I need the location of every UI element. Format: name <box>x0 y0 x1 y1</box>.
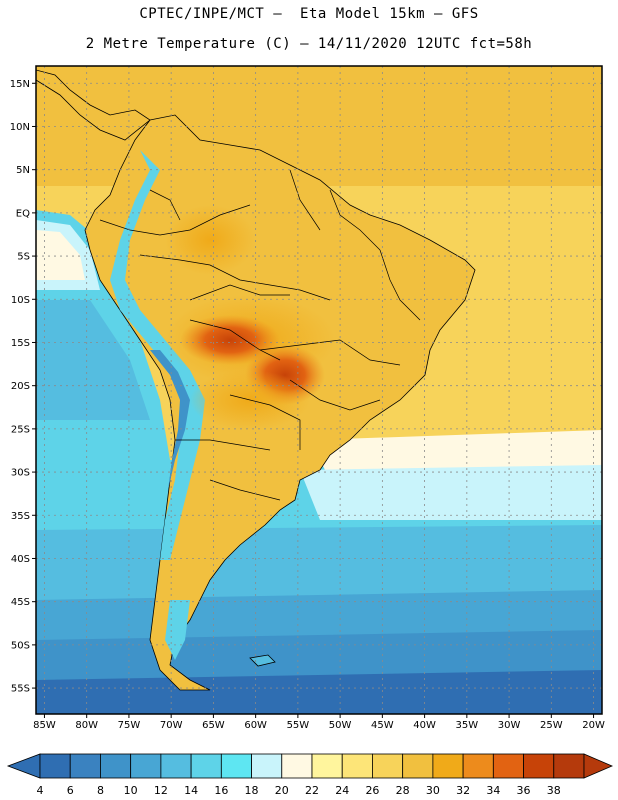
colorbar-label: 36 <box>517 784 531 797</box>
lat-tick-label: 5S <box>17 252 30 263</box>
lon-tick-label: 60W <box>244 720 267 731</box>
lat-tick-label: 20S <box>11 381 30 392</box>
colorbar-swatch <box>462 753 494 779</box>
lon-tick-label: 25W <box>540 720 563 731</box>
lon-tick-label: 35W <box>456 720 479 731</box>
lon-tick-label: 30W <box>498 720 521 731</box>
colorbar-label: 26 <box>365 784 379 797</box>
colorbar-swatch <box>281 753 313 779</box>
colorbar-label: 12 <box>154 784 168 797</box>
colorbar-label: 6 <box>67 784 74 797</box>
colorbar-label: 28 <box>396 784 410 797</box>
patagonia-cool <box>165 600 190 660</box>
lat-tick-label: 50S <box>11 640 30 651</box>
colorbar-label: 14 <box>184 784 198 797</box>
colorbar-label: 10 <box>124 784 138 797</box>
falkland-islands <box>249 654 276 667</box>
lat-tick-label: 55S <box>11 684 30 695</box>
lat-tick-label: 10S <box>11 295 30 306</box>
lon-tick-label: 70W <box>160 720 183 731</box>
ocean-band-pacific-mid <box>36 300 150 420</box>
colorbar-swatch <box>160 753 192 779</box>
colorbar-label: 30 <box>426 784 440 797</box>
colorbar-swatch <box>432 753 464 779</box>
colorbar-swatch <box>190 753 222 779</box>
andes-cold-core <box>150 350 190 490</box>
lon-tick-label: 75W <box>118 720 141 731</box>
colorbar-label: 20 <box>275 784 289 797</box>
colorbar-swatch <box>523 753 555 779</box>
colorbar-swatch <box>341 753 373 779</box>
map-field <box>36 66 602 714</box>
lat-tick-label: 35S <box>11 511 30 522</box>
colorbar-swatch <box>220 753 252 779</box>
lon-tick-label: 20W <box>582 720 605 731</box>
colorbar-swatch <box>69 753 101 779</box>
lon-tick-label: 65W <box>202 720 225 731</box>
colorbar: 4 6 8 10 12 14 16 18 20 22 24 26 28 30 32 34 36 38 <box>6 753 614 797</box>
colorbar-label: 8 <box>97 784 104 797</box>
colorbar-label: 18 <box>245 784 259 797</box>
lon-tick-label: 45W <box>371 720 394 731</box>
colorbar-label: 34 <box>486 784 500 797</box>
colorbar-swatch <box>553 753 585 779</box>
lat-tick-label: 15S <box>11 338 30 349</box>
ocean-band-pacific-warm <box>36 230 85 280</box>
colorbar-swatch <box>372 753 404 779</box>
lon-tick-label: 40W <box>413 720 436 731</box>
colorbar-swatch <box>100 753 132 779</box>
lat-tick-label: 10N <box>10 122 30 133</box>
colorbar-label: 4 <box>37 784 44 797</box>
colorbar-label: 22 <box>305 784 319 797</box>
colorbar-swatch <box>130 753 162 779</box>
map-title: CPTEC/INPE/MCT – Eta Model 15km – GFS <box>139 6 479 22</box>
colorbar-swatch <box>39 753 71 779</box>
longitude-tick-labels: 85W 80W 75W 70W 65W 60W 55W 50W 45W 40W 35W 30W 25W 2… <box>33 714 605 731</box>
map-frame <box>35 65 603 715</box>
latitude-tick-labels: 15N 10N 5N EQ 5S 10S 15S 20S 25S 30S 35S 40S 45S 50S 5… <box>10 79 36 695</box>
lat-tick-label: EQ <box>16 208 30 219</box>
lon-tick-label: 55W <box>287 720 310 731</box>
lon-tick-label: 50W <box>329 720 352 731</box>
colorbar-label: 16 <box>214 784 228 797</box>
lat-lon-grid <box>36 66 602 714</box>
lat-tick-label: 15N <box>10 79 30 90</box>
colorbar-label: 24 <box>335 784 349 797</box>
colorbar-swatch <box>251 753 283 779</box>
lon-tick-label: 85W <box>33 720 56 731</box>
colorbar-label: 38 <box>547 784 561 797</box>
country-borders <box>99 169 421 501</box>
lat-tick-label: 30S <box>11 468 30 479</box>
lon-tick-label: 80W <box>75 720 98 731</box>
colorbar-arrow-right <box>583 753 614 779</box>
colorbar-swatch <box>311 753 343 779</box>
lat-tick-label: 40S <box>11 554 30 565</box>
colorbar-arrow-left <box>6 753 41 779</box>
hot-region-bolivia <box>180 315 280 365</box>
colorbar-label: 32 <box>456 784 470 797</box>
warm-region-amazon <box>165 205 255 275</box>
lat-tick-label: 5N <box>16 165 30 176</box>
lat-tick-label: 25S <box>11 424 30 435</box>
map-subtitle: 2 Metre Temperature (C) – 14/11/2020 12U… <box>85 36 533 52</box>
lat-tick-label: 45S <box>11 597 30 608</box>
colorbar-swatch <box>492 753 524 779</box>
ocean-band-atlantic-cool <box>300 465 602 520</box>
central-america-land <box>36 69 151 141</box>
colorbar-swatch <box>402 753 434 779</box>
